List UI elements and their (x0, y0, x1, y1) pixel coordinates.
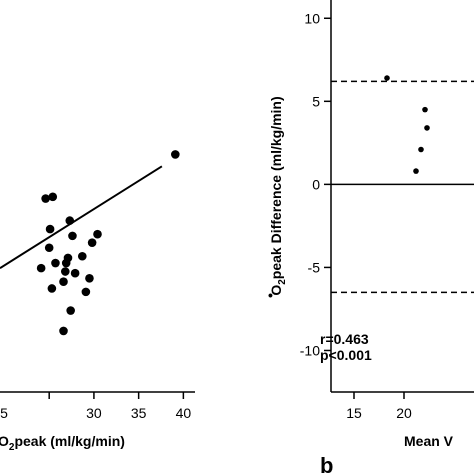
panel-a-points (36, 150, 180, 336)
y-label-rest: peak Difference (ml/kg/min) (268, 96, 284, 279)
panel-b-y-tick-label-0: -10 (300, 342, 320, 358)
panel-a-point-5 (93, 229, 102, 239)
panel-a-point-4 (68, 231, 77, 241)
regression-line (0, 165, 163, 269)
panel-b-y-ticks: -10 -5 0 5 10 (300, 10, 331, 358)
panel-b-points (384, 75, 430, 174)
correlation-r-annotation: r=0.463 (320, 331, 369, 347)
panel-a-point-11 (77, 251, 87, 261)
panel-a-x-tick-label-0: 30 (86, 405, 102, 421)
panel-b-x-ticks: 15 20 (346, 392, 412, 421)
panel-a-point-8 (51, 258, 60, 268)
panel-b-x-tick-label-0: 15 (346, 405, 362, 421)
panel-b-y-tick-label-1: -5 (308, 259, 321, 275)
panel-a-point-18 (81, 287, 91, 297)
panel-a-point-7 (44, 243, 54, 253)
panel-a-x-tick-label-2: 40 (176, 405, 192, 421)
panel-a-x-tick-label-1: 35 (131, 405, 147, 421)
panel-a-point-17 (47, 284, 57, 293)
panel-b-point-1 (422, 106, 428, 113)
v-dot-mark: • (268, 287, 273, 303)
panel-a-point-14 (60, 267, 70, 276)
x-label-rest: peak (ml/kg/min) (14, 433, 124, 449)
panel-a-point-2 (45, 224, 55, 234)
panel-a-point-20 (59, 326, 68, 336)
panel-a-point-19 (66, 306, 75, 315)
panel-a-point-15 (59, 277, 68, 286)
panel-a-point-21 (171, 150, 180, 159)
y-label-subscript-2: 2 (277, 279, 288, 285)
panel-b-y-tick-label-4: 10 (304, 10, 320, 26)
panel-b-point-0 (384, 75, 390, 81)
correlation-p-annotation: p<0.001 (320, 347, 372, 363)
panel-b-x-axis-label: Mean V (404, 433, 454, 449)
panel-a-x-axis-label: O2peak (ml/kg/min) (0, 433, 125, 453)
panel-a-point-1 (48, 192, 58, 202)
panel-a-correlation-plot: 30 35 405 r=0.463 p<0.001 O2peak (ml/kg/mi… (0, 150, 372, 453)
y-label-o: O (268, 285, 284, 296)
panel-b-y-tick-label-2: 0 (312, 176, 320, 192)
x-label-subscript-2: 2 (9, 442, 15, 453)
panel-a-point-0 (41, 194, 50, 203)
panel-a-point-6 (87, 238, 97, 247)
panel-b-x-tick-label-1: 20 (396, 405, 412, 421)
panel-a-point-16 (85, 274, 94, 283)
panel-b-point-4 (413, 168, 419, 174)
panel-a-point-13 (36, 263, 46, 273)
panel-a-point-12 (70, 268, 80, 278)
panel-b-point-2 (424, 125, 430, 131)
panel-b-y-axis-label-group: O2peak Difference (ml/kg/min) (268, 96, 288, 295)
panel-b-y-axis-label: O2peak Difference (ml/kg/min) (268, 96, 288, 295)
panel-a-x-tick-label-partial: 5 (0, 405, 8, 421)
panel-b-point-3 (418, 146, 424, 153)
x-label-o: O (0, 433, 9, 449)
panel-a-point-10 (63, 253, 73, 263)
panel-b-y-tick-label-3: 5 (312, 93, 320, 109)
panel-a-x-ticks: 30 35 40 5 (0, 392, 191, 421)
panel-b-label: b (320, 453, 333, 474)
